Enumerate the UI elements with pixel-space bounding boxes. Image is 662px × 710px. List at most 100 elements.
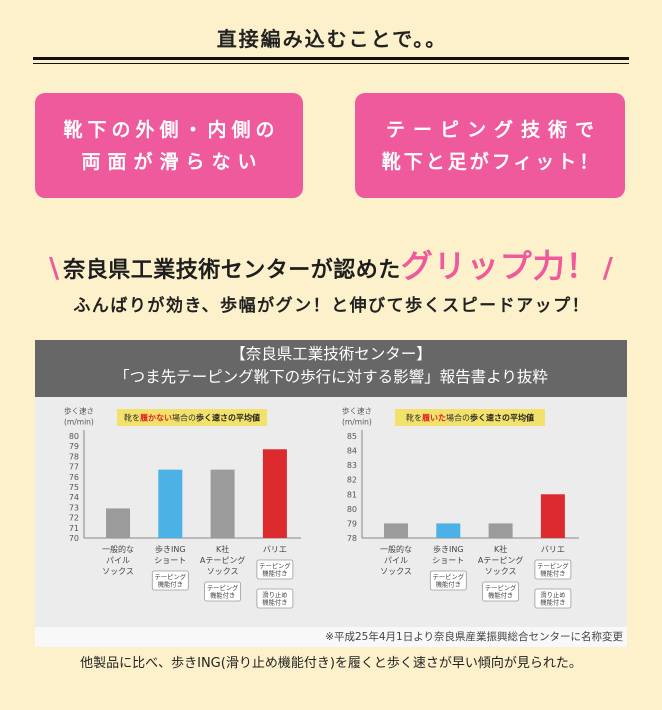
y-tick-label: 76 xyxy=(69,473,79,482)
category-label: K社 Aテーピングソックス xyxy=(478,544,523,576)
feature-tag-text: テーピング機能付き xyxy=(485,583,517,599)
feature-tag-line: テーピング xyxy=(259,561,291,570)
y-tick-label: 79 xyxy=(347,519,357,528)
footnote: ※平成25年4月1日より奈良県産業振興総合センターに名称変更 xyxy=(35,627,627,647)
y-tick-label: 72 xyxy=(69,514,79,523)
y-tick-label: 71 xyxy=(69,524,79,533)
y-tick-label: 77 xyxy=(69,463,79,472)
feature-tag-line: テーピング xyxy=(537,561,569,570)
feature-tag-box xyxy=(534,588,572,609)
chart-title-box xyxy=(395,409,545,426)
headline: \ 奈良県工業技術センターが認めたグリップ力！ / xyxy=(0,243,662,289)
feature-tag: テーピング機能付き xyxy=(482,581,520,602)
bar xyxy=(210,469,235,538)
category-label-line: ソックス xyxy=(207,567,239,576)
feature-tag: テーピング機能付き xyxy=(429,570,467,591)
feature-tag-line: 機能付き xyxy=(262,568,287,577)
feature-card-line: テーピング技術で xyxy=(385,118,602,141)
category-label-line: 一般的な xyxy=(102,544,134,554)
headline-highlight: グリップ力！ xyxy=(400,247,599,285)
feature-tag-line: 機能付き xyxy=(158,579,183,588)
bar xyxy=(488,523,513,538)
feature-tag: テーピング機能付き xyxy=(534,559,572,580)
y-tick-label: 80 xyxy=(347,505,357,514)
title-underline-thick xyxy=(33,57,629,60)
category-label-line: ソックス xyxy=(485,567,517,576)
feature-tag-line: 滑り止め xyxy=(540,590,565,599)
bar xyxy=(384,523,408,538)
headline-text: 奈良県工業技術センターが認めた xyxy=(63,258,401,283)
category-label-line: 歩きING xyxy=(155,544,186,554)
chart-title-part: 靴を xyxy=(406,413,422,423)
feature-tag-box xyxy=(256,559,294,580)
category-label-line: ショート xyxy=(432,556,464,565)
y-axis-label: (m/min) xyxy=(342,418,372,427)
y-tick-label: 70 xyxy=(69,534,79,543)
category-label-line: ソックス xyxy=(380,567,412,576)
chart-title: 靴を履いた場合の歩く速さの平均値 xyxy=(406,413,534,423)
feature-tag: テーピング機能付き xyxy=(204,581,242,602)
feature-tag-box xyxy=(204,581,242,602)
feature-tag-line: テーピング xyxy=(207,583,239,592)
feature-card-line: 靴下と足がフィット！ xyxy=(381,150,602,173)
report-source: 【奈良県工業技術センター】 xyxy=(230,345,432,363)
feature-tag-box xyxy=(256,588,294,609)
y-tick-label: 83 xyxy=(347,461,357,470)
category-label-line: バリエ xyxy=(263,545,287,554)
conclusion-text: 他製品に比べ、歩きING(滑り止め機能付き)を履くと歩く速さが早い傾向が見られた… xyxy=(80,656,582,671)
feature-tag-line: 機能付き xyxy=(436,579,461,588)
bar xyxy=(262,449,287,538)
chart-title-part: 履かない xyxy=(139,413,172,423)
feature-tag-line: 機能付き xyxy=(488,590,513,599)
walking-speed-chart-with-shoes: 歩く速さ (m/min) 靴を履いた場合の歩く速さの平均値 85 84 83 82 81 80 7… xyxy=(342,406,579,609)
y-tick-label: 73 xyxy=(69,503,79,512)
category-label-line: Aテーピング xyxy=(200,555,245,565)
category-label-line: Aテーピング xyxy=(478,555,523,565)
chart-title: 靴を履かない場合の歩く速さの平均値 xyxy=(124,413,260,423)
feature-tag-text: 滑り止め機能付き xyxy=(262,590,287,606)
title-underline-thin xyxy=(33,63,629,64)
feature-tag-text: テーピング機能付き xyxy=(155,572,187,588)
category-label: K社 Aテーピングソックス xyxy=(200,544,245,576)
category-label: 一般的なパイルソックス xyxy=(380,544,412,576)
feature-tag-line: テーピング xyxy=(485,583,517,592)
y-tick-label: 74 xyxy=(69,493,79,502)
y-tick-label: 78 xyxy=(69,452,79,461)
bar xyxy=(540,494,565,538)
feature-tag: 滑り止め機能付き xyxy=(256,588,294,609)
feature-card-non-slip: 靴下の外側・内側の 両面が滑らない xyxy=(35,93,303,198)
category-label-line: ソックス xyxy=(102,567,134,576)
feature-tag-text: テーピング機能付き xyxy=(433,572,465,588)
category-label-line: K社 xyxy=(216,544,229,554)
feature-tag: 滑り止め機能付き xyxy=(534,588,572,609)
y-tick-label: 85 xyxy=(347,432,357,441)
subheadline: ふんばりが効き、歩幅がグン！と伸びて歩くスピードアップ！ xyxy=(73,296,591,316)
feature-tag: テーピング機能付き xyxy=(256,559,294,580)
category-label: 歩きING ショート xyxy=(154,544,186,565)
category-label: 歩きING ショート xyxy=(432,544,464,565)
feature-card-taping-fit: テーピング技術で 靴下と足がフィット！ xyxy=(355,93,625,198)
feature-tag-line: 機能付き xyxy=(210,590,235,599)
headline-close-slash: / xyxy=(602,251,613,284)
category-label-line: パイル xyxy=(106,556,130,565)
feature-tag-line: テーピング xyxy=(155,572,187,581)
feature-card-line: 靴下の外側・内側の xyxy=(63,118,280,141)
report-panel: 【奈良県工業技術センター】 「つま先テーピング靴下の歩行に対する影響」報告書より… xyxy=(35,340,627,647)
chart-title-part: 靴を xyxy=(124,413,140,423)
bar xyxy=(436,523,461,538)
category-label-line: パイル xyxy=(384,556,408,565)
headline-open-slash: \ xyxy=(49,251,60,284)
feature-tag-line: 機能付き xyxy=(262,597,287,606)
feature-tag-text: テーピング機能付き xyxy=(259,561,291,577)
bar xyxy=(158,469,183,538)
y-tick-label: 79 xyxy=(69,442,79,451)
feature-tag-box xyxy=(534,559,572,580)
feature-tag-text: テーピング機能付き xyxy=(207,583,239,599)
feature-tag-box xyxy=(151,570,189,591)
chart-title-box xyxy=(117,409,267,426)
feature-card-line: 両面が滑らない xyxy=(81,150,264,173)
chart-area: 歩く速さ (m/min) 靴を履かない場合の歩く速さの平均値 80 79 78 77 76 75… xyxy=(35,397,627,627)
category-label: 一般的なパイルソックス xyxy=(102,544,134,576)
chart-title-part: 歩く速さの平均値 xyxy=(470,413,534,423)
